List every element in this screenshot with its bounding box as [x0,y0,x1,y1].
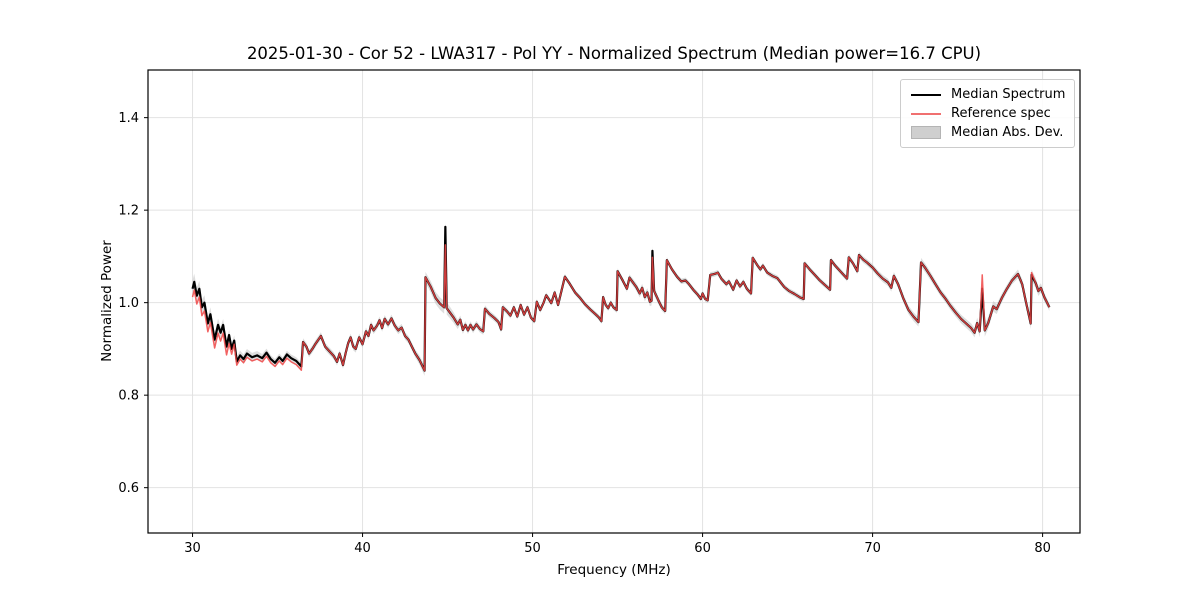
svg-text:80: 80 [1034,541,1051,556]
svg-text:1.2: 1.2 [118,204,139,219]
svg-text:30: 30 [184,541,201,556]
svg-text:0.8: 0.8 [118,389,139,404]
legend: Median Spectrum Reference spec Median Ab… [900,79,1075,148]
y-axis-label-text: Normalized Power [99,240,115,362]
legend-item-reference-spec: Reference spec [901,104,1074,123]
legend-label: Median Spectrum [951,87,1066,102]
reference-line-swatch-icon [911,112,941,115]
chart-title: 2025-01-30 - Cor 52 - LWA317 - Pol YY - … [246,44,982,63]
svg-text:1.4: 1.4 [118,111,139,126]
legend-label: Median Abs. Dev. [951,125,1064,140]
svg-text:60: 60 [694,541,711,556]
x-axis-label: Frequency (MHz) [557,562,671,578]
svg-text:70: 70 [864,541,881,556]
legend-item-median-spectrum: Median Spectrum [901,85,1074,104]
mad-patch-swatch-icon [911,126,941,139]
median-line-swatch-icon [911,93,941,96]
svg-text:40: 40 [354,541,371,556]
legend-label: Reference spec [951,106,1051,121]
svg-text:1.0: 1.0 [118,296,139,311]
legend-item-median-abs-dev: Median Abs. Dev. [901,123,1074,142]
svg-text:50: 50 [524,541,541,556]
svg-text:0.6: 0.6 [118,481,139,496]
